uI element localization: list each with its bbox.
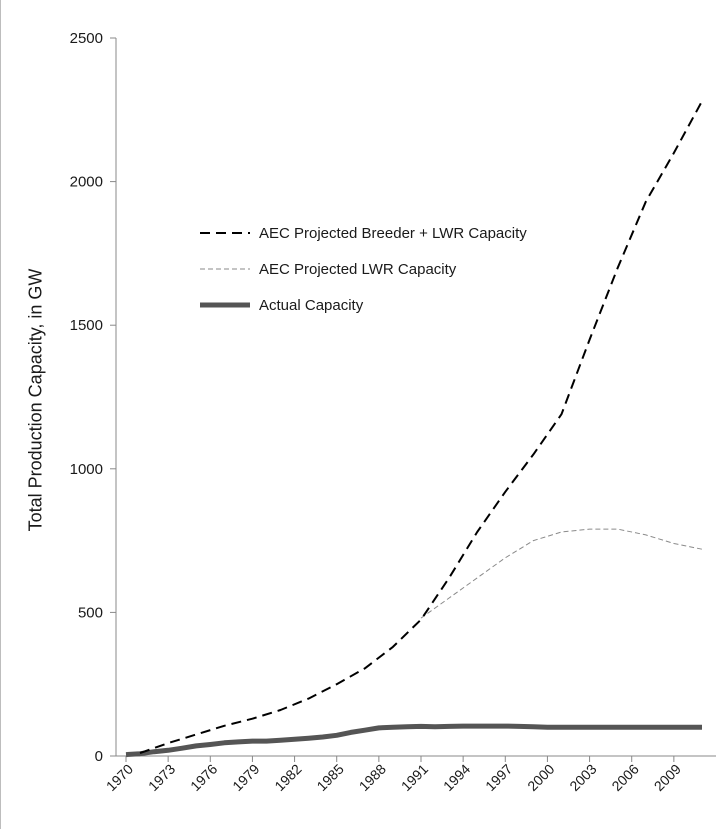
y-tick-label: 1500 (70, 317, 103, 334)
series-line-0 (139, 100, 703, 755)
x-tick-label: 1979 (229, 761, 262, 794)
y-tick-label: 2000 (70, 174, 103, 191)
series-line-2 (125, 723, 702, 758)
legend-label-2: Actual Capacity (259, 297, 364, 314)
x-tick-label: 1970 (103, 761, 136, 794)
legend-label-0: AEC Projected Breeder + LWR Capacity (259, 225, 527, 242)
series-line-1 (420, 528, 703, 619)
y-tick-label: 2500 (70, 30, 103, 47)
x-tick-label: 1997 (482, 761, 515, 794)
x-tick-label: 2003 (566, 761, 599, 794)
x-tick-label: 1973 (145, 761, 178, 794)
x-tick-label: 1982 (271, 761, 304, 794)
x-tick-label: 1985 (313, 761, 346, 794)
y-tick-label: 1000 (70, 461, 103, 478)
x-tick-label: 2006 (608, 761, 641, 794)
y-tick-label: 0 (95, 748, 103, 765)
legend-label-1: AEC Projected LWR Capacity (259, 261, 457, 278)
y-tick-label: 500 (78, 604, 103, 621)
x-tick-label: 2009 (651, 761, 684, 794)
x-tick-label: 1976 (187, 761, 220, 794)
x-tick-label: 2000 (524, 761, 557, 794)
legend: AEC Projected Breeder + LWR Capacity AEC … (200, 225, 527, 314)
x-tick-label: 1994 (440, 761, 473, 794)
axes: 0 500 1000 1500 2000 2500 1970 1973 1976 1979 1982… (70, 30, 716, 794)
x-tick-label: 1988 (356, 761, 389, 794)
series-layer (125, 100, 703, 758)
y-axis-title: Total Production Capacity, in GW (25, 268, 46, 532)
x-tick-label: 1991 (398, 761, 431, 794)
